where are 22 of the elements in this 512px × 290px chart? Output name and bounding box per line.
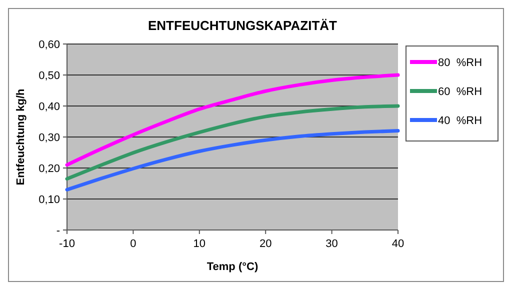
- y-axis-title: Entfeuchtung kg/h: [15, 88, 27, 186]
- x-tick-label: -10: [59, 238, 75, 250]
- y-tick-label: 0,10: [38, 194, 60, 206]
- x-tick-label: 40: [392, 238, 404, 250]
- line-series: [65, 73, 400, 167]
- y-tick-label: 0,30: [38, 132, 60, 144]
- line-series: [65, 104, 400, 181]
- y-tick-label: 0,50: [38, 70, 60, 82]
- y-tick-label: -: [56, 224, 60, 237]
- y-tick-label: 0,20: [38, 162, 60, 175]
- legend-label: 80 %RH: [438, 56, 482, 69]
- y-tick-label: 0,40: [38, 100, 60, 113]
- legend-label: 60 %RH: [438, 86, 482, 98]
- x-tick-label: 0: [130, 238, 136, 250]
- x-tick-label: 20: [259, 238, 272, 250]
- y-tick-label: 0,60: [38, 38, 60, 51]
- line-series: [65, 129, 400, 192]
- chart-title: ENTFEUCHTUNGSKAPAZITÄT: [148, 18, 338, 33]
- x-tick-label: 30: [326, 238, 338, 250]
- x-axis-title: Temp (°C): [206, 261, 258, 273]
- x-tick-label: 10: [193, 238, 206, 250]
- legend-label: 40 %RH: [438, 114, 482, 127]
